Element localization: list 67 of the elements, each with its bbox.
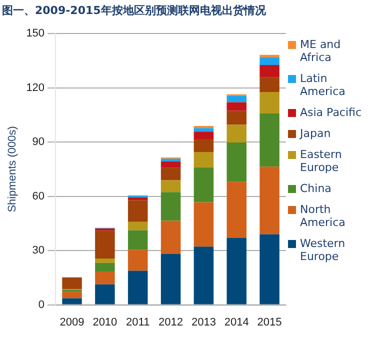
bar: [226, 102, 246, 111]
bar: [160, 161, 181, 168]
legend-label: China: [300, 182, 332, 195]
x-tick-label: 2015: [257, 316, 282, 328]
bar: [260, 54, 280, 58]
x-tick-label: 2014: [224, 316, 249, 328]
y-tick-label: 150: [26, 28, 45, 40]
bar: [160, 192, 181, 221]
bar: [194, 132, 214, 140]
bar: [260, 92, 280, 114]
bar: [128, 230, 148, 250]
bar: [194, 246, 214, 304]
bar: [160, 180, 181, 192]
bar: [194, 167, 214, 202]
bar: [128, 197, 148, 200]
y-tick-label: 120: [26, 82, 45, 94]
bar: [194, 202, 214, 247]
bar: [160, 220, 181, 254]
bar: [226, 182, 246, 238]
y-axis-title: Shipments (000s): [6, 126, 19, 212]
bar: [128, 270, 148, 304]
bar: [160, 168, 181, 180]
bar: [95, 230, 115, 259]
bar: [226, 142, 246, 182]
legend-label: ME and Africa: [300, 38, 342, 64]
x-tick-label: 2013: [191, 316, 216, 328]
bar: [260, 77, 280, 92]
bar: [226, 110, 246, 125]
bar: [260, 65, 280, 78]
bar: [95, 258, 115, 263]
bar: [128, 250, 148, 271]
legend-label: Japan: [300, 127, 331, 140]
y-tick-label: 90: [32, 136, 45, 148]
bar: [226, 96, 246, 102]
bar: [226, 124, 246, 142]
bar: [194, 139, 214, 152]
bar: [194, 152, 214, 168]
legend-label: North America: [300, 203, 346, 229]
bar: [128, 222, 148, 230]
y-tick-label: 30: [32, 244, 45, 257]
bar: [260, 114, 280, 167]
bar: [260, 234, 280, 304]
x-tick-label: 2011: [126, 316, 150, 328]
legend-label: Latin America: [300, 72, 346, 98]
legend-label: Eastern Europe: [300, 148, 343, 174]
y-tick-label: 0: [38, 298, 45, 311]
chart-title: 图一、2009-2015年按地区别预测联网电视出货情况: [1, 3, 267, 19]
x-tick-label: 2009: [60, 316, 84, 328]
bar: [260, 166, 280, 234]
bar: [160, 158, 181, 162]
bar: [95, 284, 115, 304]
legend-label: Western Europe: [300, 237, 346, 263]
bar: [194, 128, 214, 132]
legend-label: Asia Pacific: [300, 106, 362, 119]
bar: [62, 278, 82, 290]
y-tick-label: 60: [32, 190, 45, 202]
bar: [95, 272, 115, 284]
bar: [160, 254, 181, 304]
bar: [260, 57, 280, 66]
bar: [128, 200, 148, 222]
bar: [95, 262, 115, 272]
x-tick-label: 2012: [158, 316, 184, 328]
x-tick-label: 2010: [92, 316, 118, 328]
bar: [194, 126, 214, 128]
bar: [226, 238, 246, 304]
bar: [62, 298, 82, 304]
bar: [62, 292, 82, 298]
